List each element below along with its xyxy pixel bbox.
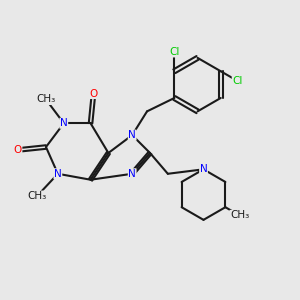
- Text: Cl: Cl: [169, 47, 180, 57]
- Text: N: N: [60, 118, 68, 128]
- Text: N: N: [54, 169, 62, 179]
- Text: CH₃: CH₃: [230, 210, 249, 220]
- Text: CH₃: CH₃: [27, 191, 47, 201]
- Text: O: O: [14, 145, 22, 155]
- Text: Cl: Cl: [232, 76, 243, 86]
- Text: N: N: [128, 130, 136, 140]
- Text: CH₃: CH₃: [36, 94, 56, 104]
- Text: O: O: [89, 88, 98, 98]
- Text: N: N: [200, 164, 207, 174]
- Text: N: N: [128, 169, 136, 179]
